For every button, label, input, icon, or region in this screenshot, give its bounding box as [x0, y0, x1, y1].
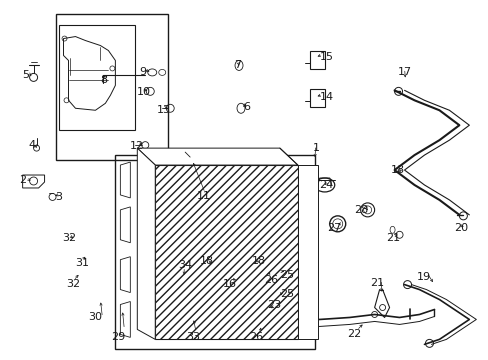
Text: 7: 7: [234, 60, 241, 71]
Text: 9: 9: [139, 67, 146, 77]
Text: 17: 17: [397, 67, 411, 77]
Circle shape: [302, 285, 312, 294]
Text: 33: 33: [186, 332, 200, 342]
Text: 13: 13: [157, 105, 171, 115]
Text: 18: 18: [251, 256, 265, 266]
Text: 18: 18: [390, 165, 404, 175]
Text: 21: 21: [386, 233, 400, 243]
Text: 19: 19: [416, 272, 429, 282]
Text: 27: 27: [327, 223, 341, 233]
Text: 16: 16: [223, 279, 237, 289]
Text: 28: 28: [354, 205, 368, 215]
Text: 1: 1: [312, 143, 319, 153]
Text: 6: 6: [243, 102, 249, 112]
Text: 12: 12: [130, 141, 144, 151]
Bar: [155, 165, 297, 339]
Text: 2: 2: [19, 175, 26, 185]
Circle shape: [302, 235, 312, 245]
Text: 26: 26: [248, 332, 263, 342]
Polygon shape: [137, 148, 155, 339]
Text: 25: 25: [279, 289, 293, 298]
Text: 15: 15: [319, 53, 333, 63]
Text: 10: 10: [137, 87, 151, 97]
Text: 8: 8: [100, 75, 107, 85]
Bar: [309, 89, 324, 107]
Text: 29: 29: [111, 332, 125, 342]
Text: 20: 20: [453, 223, 468, 233]
Text: 5: 5: [22, 71, 30, 80]
Text: 31: 31: [75, 258, 89, 268]
Text: 22: 22: [347, 329, 361, 339]
Bar: [115, 155, 314, 349]
Bar: [59, 24, 135, 130]
Text: 23: 23: [266, 300, 281, 310]
Circle shape: [302, 195, 312, 205]
Bar: [297, 165, 317, 339]
Text: 14: 14: [319, 92, 333, 102]
Text: 26: 26: [264, 275, 278, 285]
Text: 21: 21: [370, 278, 384, 288]
Text: 34: 34: [178, 260, 192, 270]
Text: 24: 24: [318, 180, 332, 190]
Circle shape: [302, 324, 312, 334]
Text: 4: 4: [29, 140, 36, 150]
Text: 30: 30: [88, 312, 102, 323]
Text: 3: 3: [56, 192, 62, 202]
Text: 32: 32: [62, 233, 77, 243]
Bar: [56, 14, 168, 160]
Text: 25: 25: [279, 270, 293, 280]
Polygon shape: [137, 148, 297, 165]
Bar: [309, 51, 324, 69]
Text: 11: 11: [197, 191, 211, 201]
Text: 32: 32: [66, 279, 81, 289]
Text: 18: 18: [200, 256, 214, 266]
